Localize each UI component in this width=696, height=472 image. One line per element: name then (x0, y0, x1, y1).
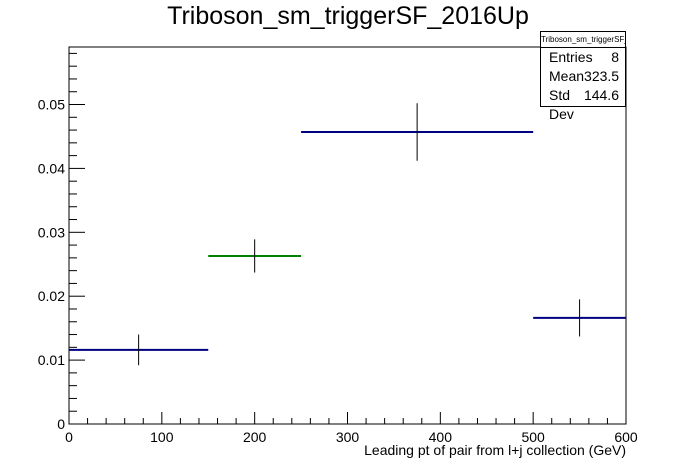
stats-entries-row: Entries 8 (541, 48, 625, 67)
stats-std-row: Std Dev 144.6 (541, 86, 625, 122)
x-tick-label: 400 (429, 429, 453, 445)
x-tick-label: 600 (614, 429, 638, 445)
x-tick-label: 500 (521, 429, 545, 445)
chart-title: Triboson_sm_triggerSF_2016Up (167, 2, 529, 30)
y-tick-label: 0.05 (38, 97, 65, 113)
y-tick-label: 0.01 (38, 352, 65, 368)
stats-entries-value: 8 (611, 49, 619, 65)
y-tick-label: 0 (57, 416, 65, 432)
stats-entries-label: Entries (549, 49, 593, 65)
axis-tick-labels: 0 100 200 300 400 500 600 0 0.01 0.02 0.03 0.04 0.05 (38, 97, 638, 445)
stats-mean-label: Mean (549, 68, 585, 84)
stats-box-name: Triboson_sm_triggerSF_2016Up (541, 32, 625, 48)
x-axis-label: Leading pt of pair from l+j collection (… (364, 442, 626, 458)
stats-std-label: Std Dev (549, 87, 574, 122)
stats-box: Triboson_sm_triggerSF_2016Up Entries 8 M… (540, 31, 626, 122)
stats-mean-row: Mean 323.5 (541, 67, 625, 86)
y-tick-label: 0.03 (38, 224, 65, 240)
stats-mean-value: 323.5 (584, 68, 620, 84)
y-tick-label: 0.02 (38, 288, 65, 304)
x-tick-label: 300 (336, 429, 360, 445)
axis-ticks (68, 52, 627, 425)
histogram-bins (69, 103, 626, 366)
y-tick-label: 0.04 (38, 160, 65, 176)
stats-std-value: 144.6 (583, 87, 619, 103)
x-tick-label: 0 (65, 429, 73, 445)
x-tick-label: 100 (150, 429, 174, 445)
x-tick-label: 200 (243, 429, 267, 445)
